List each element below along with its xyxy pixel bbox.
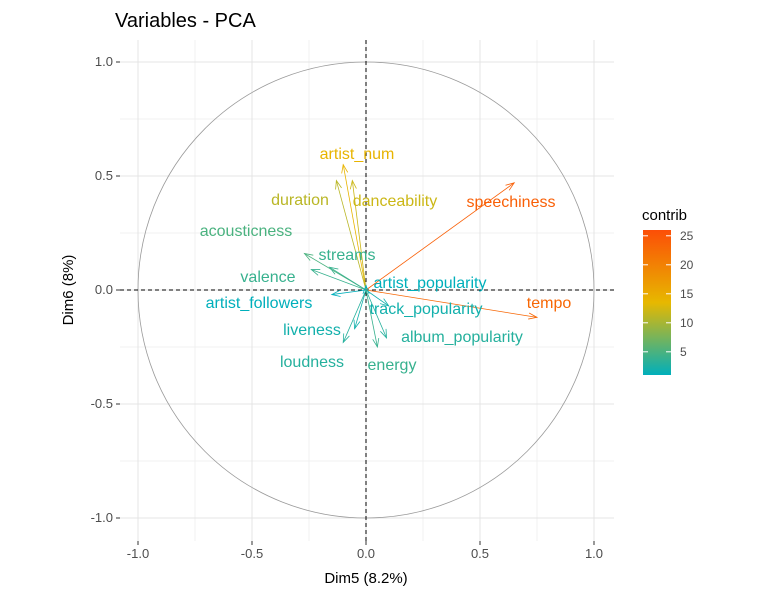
arrow-album-popularity bbox=[365, 289, 387, 339]
label-liveness: liveness bbox=[283, 322, 341, 339]
arrowhead-loudness bbox=[342, 333, 350, 344]
arrowhead-album-popularity bbox=[380, 328, 387, 339]
legend-title: contrib bbox=[642, 207, 687, 224]
arrow-energy bbox=[365, 289, 378, 348]
x-tick-label: 0.0 bbox=[357, 546, 375, 561]
label-tempo: tempo bbox=[527, 295, 572, 312]
x-axis-title: Dim5 (8.2%) bbox=[324, 570, 407, 587]
y-tick-label: -1.0 bbox=[91, 510, 113, 525]
label-acousticness: acousticness bbox=[200, 223, 293, 240]
label-album-popularity: album_popularity bbox=[401, 329, 523, 346]
variable-labels: speechiness tempo artist_num danceability du… bbox=[200, 146, 572, 374]
arrow-streams bbox=[329, 266, 367, 291]
arrowhead-acousticness bbox=[303, 252, 314, 261]
label-artist-num: artist_num bbox=[320, 146, 395, 163]
x-tick-label: 1.0 bbox=[585, 546, 603, 561]
y-tick-label: -0.5 bbox=[91, 396, 113, 411]
arrow-valence bbox=[311, 269, 367, 291]
arrow-artist-followers bbox=[331, 289, 367, 295]
y-tick-label: 0.0 bbox=[95, 282, 113, 297]
axis-ticks: -1.0 -0.5 0.0 0.5 1.0 -1.0 -0.5 0.0 0.5 1.0 bbox=[91, 54, 603, 561]
y-tick-label: 1.0 bbox=[95, 54, 113, 69]
legend-tick-label: 15 bbox=[680, 287, 694, 301]
legend-tick-label: 25 bbox=[680, 229, 694, 243]
arrowhead-tempo bbox=[528, 312, 539, 320]
arrow-danceability bbox=[351, 180, 367, 291]
arrowhead-artist-num bbox=[341, 163, 349, 174]
arrow-liveness bbox=[354, 289, 367, 329]
arrowhead-speechiness bbox=[505, 182, 516, 191]
label-energy: energy bbox=[368, 357, 417, 374]
y-tick-label: 0.5 bbox=[95, 168, 113, 183]
arrowhead-danceability bbox=[349, 179, 357, 190]
arrow-loudness bbox=[342, 289, 367, 343]
label-valence: valence bbox=[240, 269, 295, 286]
arrow-track-popularity bbox=[365, 289, 390, 307]
arrow-tempo bbox=[365, 289, 538, 318]
arrowhead-streams bbox=[328, 266, 339, 275]
arrowhead-artist-followers bbox=[330, 290, 341, 297]
legend-tick-label: 5 bbox=[680, 345, 687, 359]
legend-colorbar bbox=[643, 230, 671, 375]
label-artist-followers: artist_followers bbox=[206, 295, 313, 312]
arrow-speechiness bbox=[365, 182, 515, 291]
arrowhead-energy bbox=[372, 338, 380, 349]
label-streams: streams bbox=[319, 247, 376, 264]
variable-arrows bbox=[303, 163, 539, 349]
x-tick-label: 0.5 bbox=[471, 546, 489, 561]
y-axis-title: Dim6 (8%) bbox=[60, 255, 77, 326]
x-tick-label: -1.0 bbox=[127, 546, 149, 561]
label-loudness: loudness bbox=[280, 354, 344, 371]
label-track-popularity: track_popularity bbox=[370, 301, 483, 318]
arrow-duration bbox=[335, 180, 367, 291]
arrowhead-track-popularity bbox=[380, 298, 390, 307]
arrowhead-liveness bbox=[353, 319, 361, 330]
chart-title: Variables - PCA bbox=[115, 10, 256, 32]
label-duration: duration bbox=[271, 192, 329, 209]
arrowhead-duration bbox=[335, 179, 342, 190]
label-danceability: danceability bbox=[353, 193, 438, 210]
legend-tick-label: 10 bbox=[680, 316, 694, 330]
legend: contrib 5 10 15 20 25 bbox=[642, 207, 694, 375]
x-tick-label: -0.5 bbox=[241, 546, 263, 561]
label-artist-popularity: artist_popularity bbox=[374, 275, 487, 292]
legend-tick-label: 20 bbox=[680, 258, 694, 272]
arrowhead-valence bbox=[310, 269, 321, 276]
label-speechiness: speechiness bbox=[467, 194, 556, 211]
arrow-artist-num bbox=[342, 164, 367, 291]
